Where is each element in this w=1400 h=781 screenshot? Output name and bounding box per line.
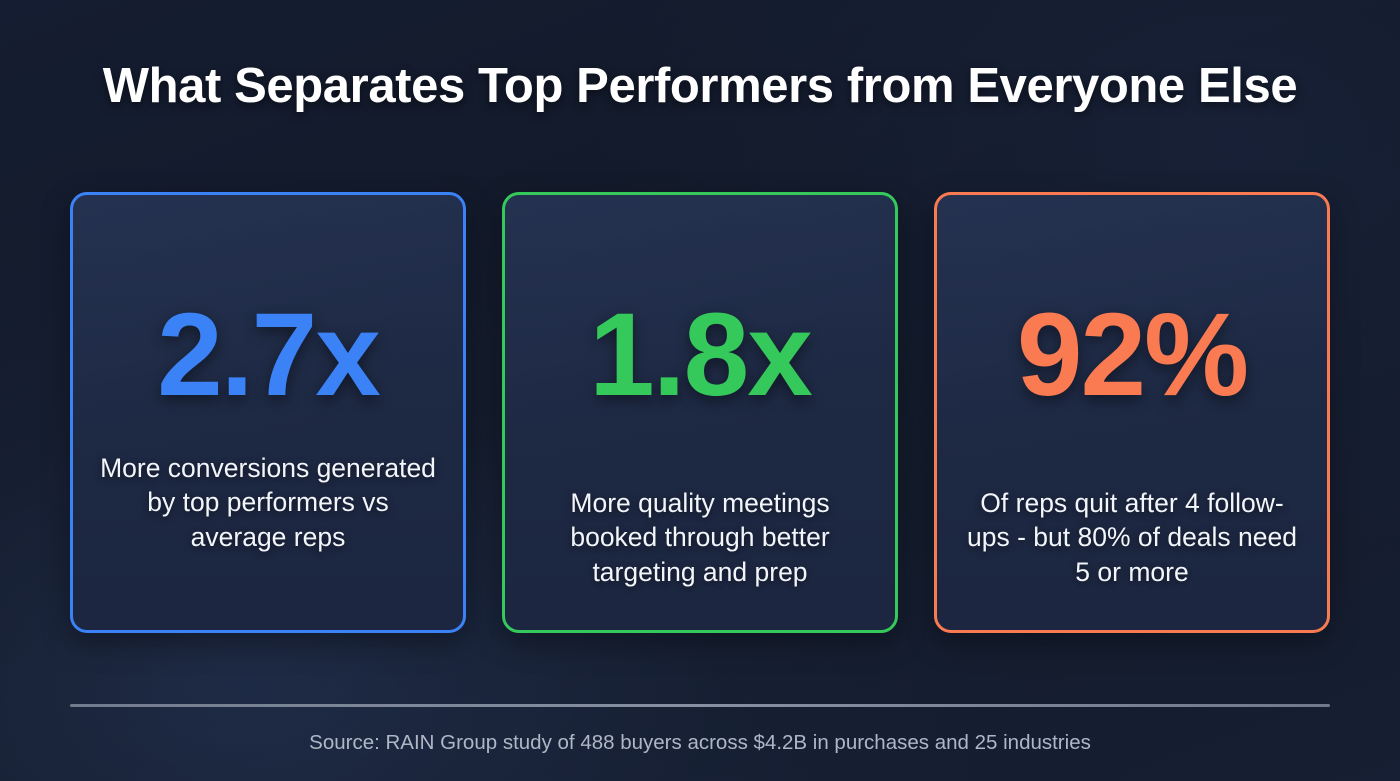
stat-card-3: 92% Of reps quit after 4 follow-ups - bu… [934, 192, 1330, 633]
stat-value-3: 92% [1016, 289, 1249, 421]
page-title: What Separates Top Performers from Every… [102, 59, 1298, 113]
stat-card-row: 2.7x More conversions generated by top p… [70, 192, 1330, 633]
stat-value-1: 2.7x [157, 289, 381, 421]
source-citation: Source: RAIN Group study of 488 buyers a… [309, 731, 1091, 754]
stat-card-1: 2.7x More conversions generated by top p… [70, 192, 466, 633]
stat-description-2: More quality meetings booked through bet… [570, 488, 830, 587]
stat-description-3: Of reps quit after 4 follow-ups - but 80… [966, 488, 1297, 587]
stat-card-2: 1.8x More quality meetings booked throug… [502, 192, 898, 633]
footer-divider [70, 704, 1330, 707]
stat-description-1: More conversions generated by top perfor… [100, 453, 436, 552]
stat-value-2: 1.8x [589, 289, 813, 421]
